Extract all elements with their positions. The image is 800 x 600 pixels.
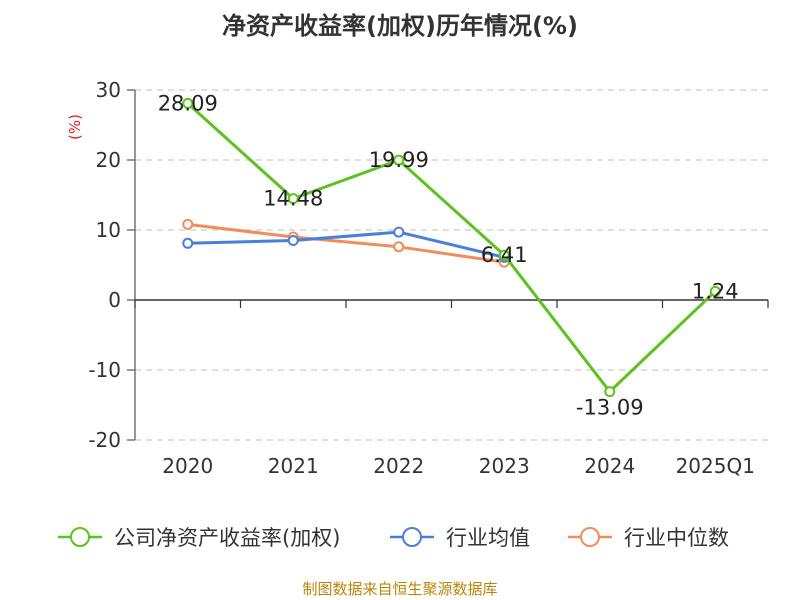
data-point — [287, 193, 299, 205]
series-layer — [182, 97, 721, 398]
data-point — [604, 386, 616, 398]
data-point — [287, 235, 299, 246]
data-point — [709, 285, 721, 297]
y-tick-label: 10 — [96, 218, 121, 242]
data-point — [182, 97, 194, 109]
data-label: 1.24 — [692, 279, 739, 303]
x-tick-label: 2025Q1 — [676, 454, 755, 478]
legend-label: 公司净资产收益率(加权) — [114, 526, 340, 550]
y-tick-label: -10 — [88, 358, 121, 382]
data-label: 19.99 — [369, 148, 429, 172]
data-label: -13.09 — [576, 396, 644, 420]
data-label: 28.09 — [158, 91, 218, 115]
data-point — [182, 237, 194, 249]
y-tick-label: -20 — [88, 428, 121, 452]
x-tick-label: 2021 — [268, 454, 319, 478]
x-tick-label: 2022 — [373, 454, 424, 478]
axes: 30 20 10 0 -10 -20 2020 2021 2022 2023 2024 2025Q1 (… — [66, 78, 769, 478]
data-label: 14.48 — [263, 187, 323, 211]
data-point — [393, 154, 405, 166]
x-tick-label: 2024 — [584, 454, 635, 478]
source-note: 制图数据来自恒生聚源数据库 — [302, 580, 498, 598]
legend-label: 行业中位数 — [624, 526, 729, 550]
y-tick-label: 20 — [96, 148, 121, 172]
data-point — [498, 249, 510, 261]
data-point — [182, 218, 194, 230]
data-labels: 28.09 14.48 19.99 6.41 -13.09 1.24 — [158, 91, 739, 419]
data-point — [393, 241, 405, 253]
series-line — [186, 102, 717, 394]
y-axis-label: (%) — [66, 114, 84, 140]
legend-label: 行业均值 — [446, 526, 530, 550]
x-tick-label: 2020 — [162, 454, 213, 478]
legend-marker — [402, 527, 422, 547]
data-point — [393, 226, 405, 238]
y-tick-label: 0 — [108, 288, 121, 312]
series-line — [187, 222, 505, 264]
y-tick-label: 30 — [96, 78, 121, 102]
series-line — [187, 230, 505, 259]
legend-marker — [580, 527, 600, 547]
x-tick-label: 2023 — [479, 454, 530, 478]
legend-marker — [70, 527, 90, 547]
data-label: 6.41 — [481, 243, 528, 267]
chart-title: 净资产收益率(加权)历年情况(%) — [222, 12, 578, 40]
legend: 公司净资产收益率(加权) 行业均值 行业中位数 — [58, 526, 729, 550]
